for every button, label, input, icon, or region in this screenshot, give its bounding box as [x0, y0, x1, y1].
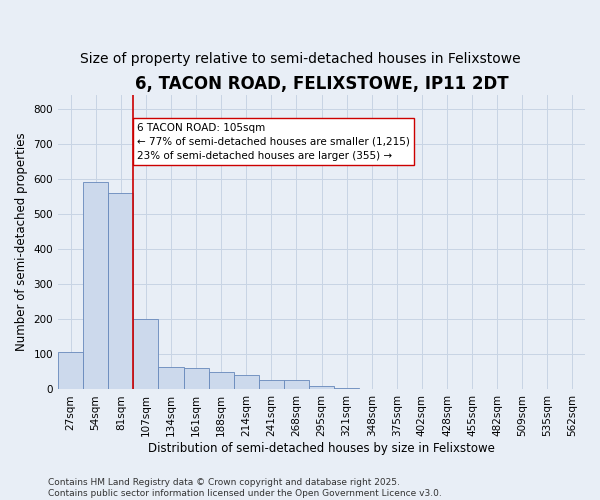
Bar — [133, 319, 158, 390]
Y-axis label: Number of semi-detached properties: Number of semi-detached properties — [15, 132, 28, 352]
Bar — [233, 374, 259, 390]
Bar — [359, 389, 384, 390]
Text: 6 TACON ROAD: 105sqm
← 77% of semi-detached houses are smaller (1,215)
23% of se: 6 TACON ROAD: 105sqm ← 77% of semi-detac… — [137, 122, 410, 160]
Bar — [209, 372, 233, 390]
Bar — [108, 193, 133, 390]
Bar — [284, 380, 309, 390]
Title: 6, TACON ROAD, FELIXSTOWE, IP11 2DT: 6, TACON ROAD, FELIXSTOWE, IP11 2DT — [135, 75, 508, 93]
Bar — [158, 366, 184, 390]
Text: Size of property relative to semi-detached houses in Felixstowe: Size of property relative to semi-detach… — [80, 52, 520, 66]
Bar — [83, 182, 108, 390]
Bar — [259, 380, 284, 390]
Bar — [184, 368, 209, 390]
Bar — [334, 388, 359, 390]
Text: Contains HM Land Registry data © Crown copyright and database right 2025.
Contai: Contains HM Land Registry data © Crown c… — [48, 478, 442, 498]
Bar — [58, 352, 83, 390]
Bar — [309, 386, 334, 390]
X-axis label: Distribution of semi-detached houses by size in Felixstowe: Distribution of semi-detached houses by … — [148, 442, 495, 455]
